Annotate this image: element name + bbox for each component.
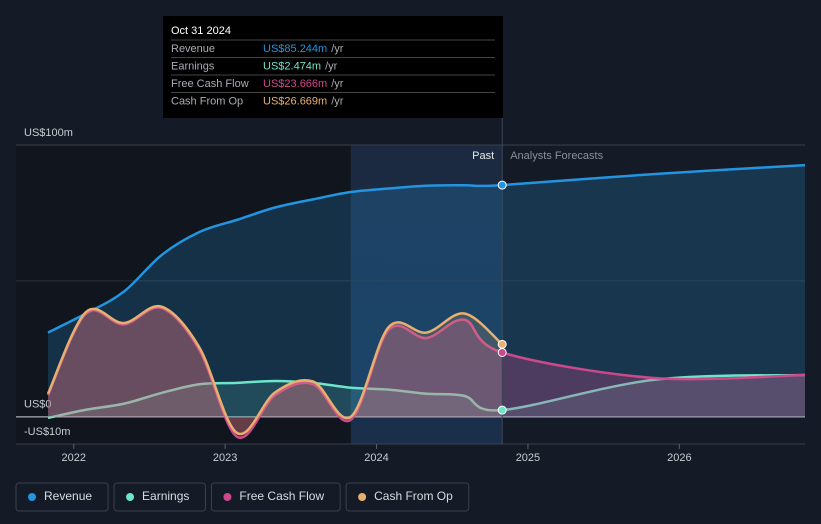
- tooltip-value: US$85.244m/yr: [263, 43, 344, 55]
- legend-swatch: [28, 493, 36, 501]
- tooltip-label: Cash From Op: [171, 95, 243, 107]
- y-tick-label: -US$10m: [24, 426, 70, 438]
- x-tick-label: 2026: [667, 452, 691, 464]
- past-label: Past: [472, 150, 494, 162]
- legend-item[interactable]: Revenue: [15, 482, 109, 512]
- past-region: [16, 145, 351, 444]
- tooltip-value-text: US$26.669m: [263, 95, 327, 107]
- tooltip-value: US$26.669m/yr: [263, 95, 344, 107]
- series-area: [48, 165, 805, 417]
- legend-item[interactable]: Earnings: [113, 482, 206, 512]
- tooltip-label: Revenue: [171, 43, 215, 55]
- x-tick-label: 2023: [213, 452, 237, 464]
- tooltip-value-text: US$2.474m: [263, 60, 321, 72]
- series-area: [48, 307, 805, 438]
- series-line: [46, 304, 504, 436]
- legend-item[interactable]: Cash From Op: [345, 482, 470, 512]
- tooltip-unit: /yr: [331, 43, 344, 55]
- tooltip-marker: [497, 339, 507, 349]
- tooltip-unit: /yr: [331, 78, 344, 90]
- legend-swatch: [358, 493, 367, 501]
- tooltip-label: Free Cash Flow: [171, 78, 249, 90]
- x-tick-label: 2024: [364, 452, 388, 464]
- tooltip-marker: [497, 405, 507, 415]
- series-area: [48, 306, 503, 435]
- tooltip-value: US$2.474m/yr: [263, 60, 338, 72]
- tooltip-date: Oct 31 2024: [171, 25, 231, 37]
- tooltip-value-text: US$23.666m: [263, 78, 327, 90]
- tooltip-box: [163, 16, 503, 118]
- series-line: [47, 373, 806, 420]
- series-area: [48, 374, 805, 418]
- tooltip-label: Earnings: [171, 60, 215, 72]
- legend-box: [113, 482, 206, 512]
- tooltip-unit: /yr: [325, 60, 338, 72]
- legend-box: [210, 482, 341, 512]
- tooltip-value: US$23.666m/yr: [263, 78, 344, 90]
- tooltip-unit: /yr: [331, 95, 344, 107]
- tooltip-marker: [497, 180, 507, 190]
- legend-swatch: [126, 493, 135, 501]
- x-tick-label: 2025: [516, 452, 540, 464]
- series-line: [47, 163, 806, 334]
- y-tick-label: US$100m: [24, 127, 73, 139]
- tooltip-value-text: US$85.244m: [263, 43, 327, 55]
- x-tick-label: 2022: [61, 452, 85, 464]
- forecast-label: Analysts Forecasts: [510, 150, 603, 162]
- legend-label: Free Cash Flow: [239, 489, 324, 503]
- legend-label: Revenue: [44, 489, 92, 503]
- tooltip-marker: [497, 347, 507, 357]
- legend-box: [345, 482, 470, 512]
- legend-label: Cash From Op: [374, 489, 453, 503]
- y-tick-label: US$0: [24, 399, 52, 411]
- legend-item[interactable]: Free Cash Flow: [210, 482, 341, 512]
- legend-label: Earnings: [142, 489, 189, 503]
- legend-box: [15, 482, 109, 512]
- legend-swatch: [223, 493, 232, 501]
